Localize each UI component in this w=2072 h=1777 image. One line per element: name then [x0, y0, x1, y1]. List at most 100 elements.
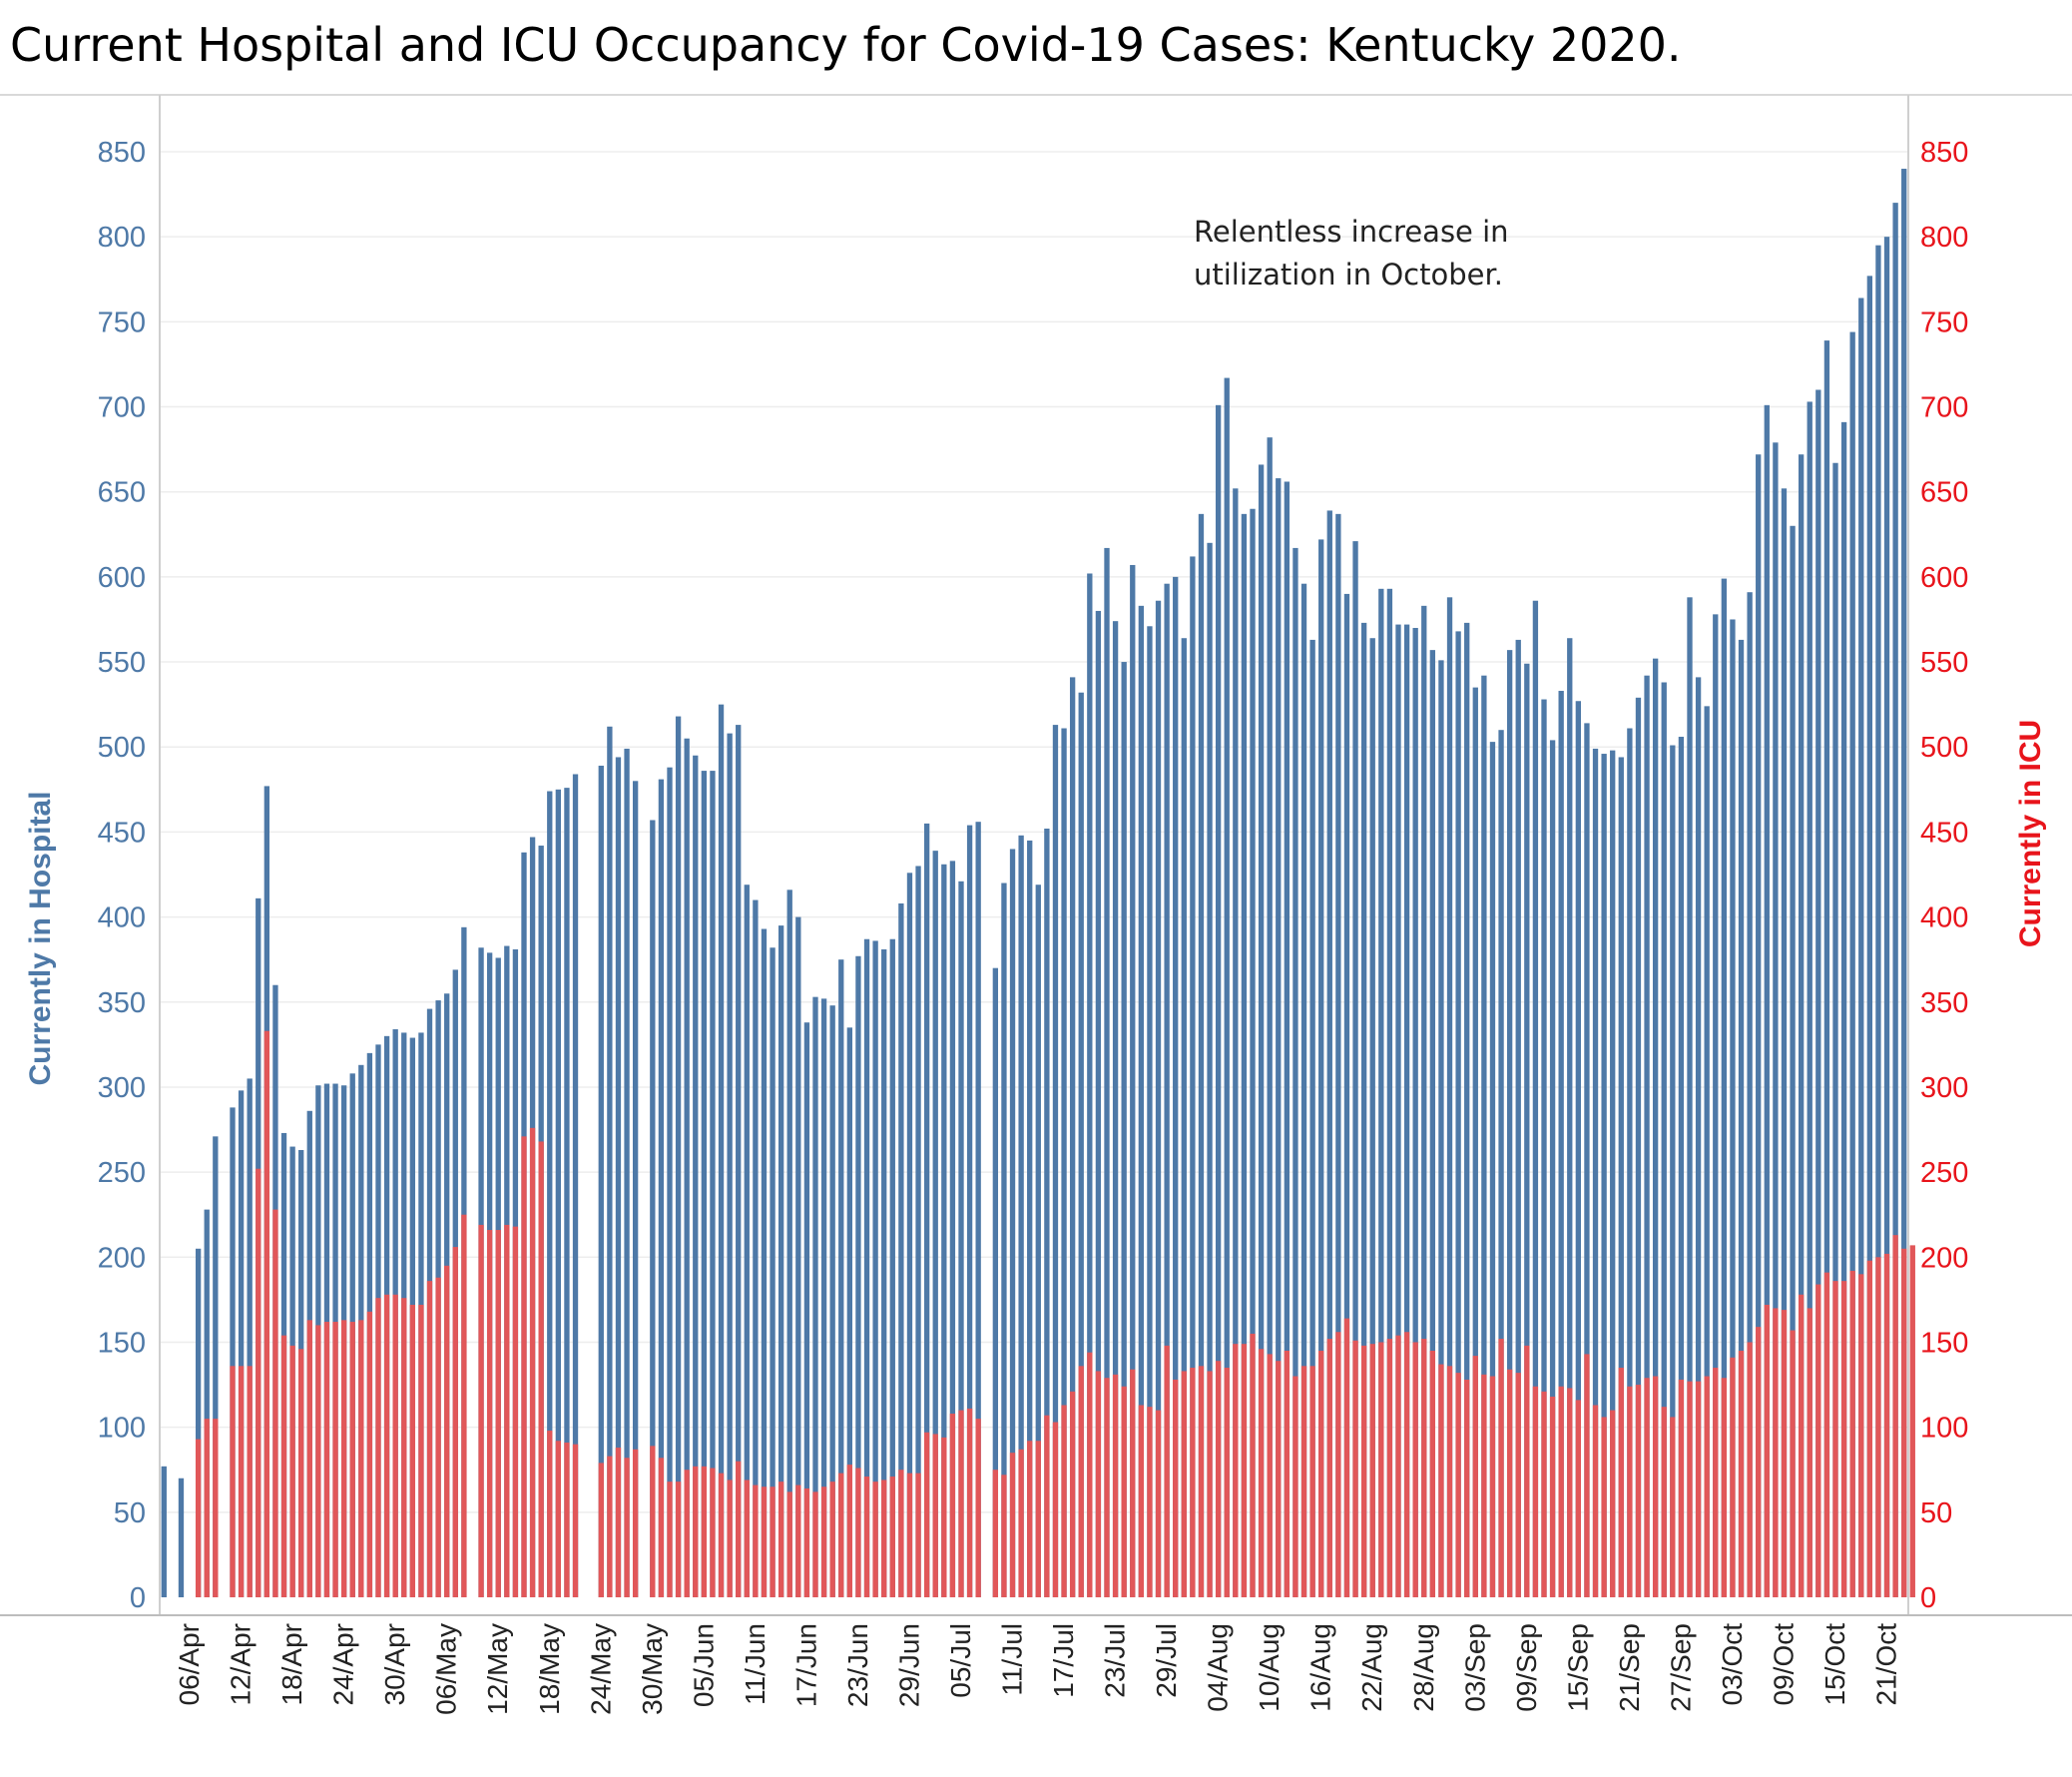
x-tick-label: 23/Jul	[1100, 1623, 1131, 1698]
hospital-bar	[1018, 835, 1024, 1597]
icu-bar	[1300, 1366, 1307, 1597]
y-tick-label-right: 600	[1920, 562, 1968, 594]
hospital-bar	[1369, 638, 1375, 1597]
icu-bar	[1790, 1330, 1796, 1597]
icu-bar	[1095, 1371, 1102, 1597]
icu-bar	[1198, 1366, 1205, 1597]
icu-bar	[1284, 1350, 1291, 1597]
icu-bar	[1258, 1349, 1265, 1597]
icu-bar	[1173, 1379, 1179, 1597]
hospital-bar	[1575, 701, 1582, 1597]
x-tick-label: 09/Sep	[1511, 1623, 1542, 1712]
hospital-bar	[693, 755, 699, 1597]
icu-bar	[572, 1444, 579, 1597]
x-tick-label: 04/Aug	[1203, 1623, 1234, 1712]
hospital-bar	[1541, 699, 1547, 1597]
hospital-bar	[1378, 588, 1384, 1597]
annotation-line-2: utilization in October.	[1194, 258, 1503, 292]
hospital-bar	[1164, 583, 1170, 1597]
hospital-bar	[547, 791, 553, 1597]
hospital-bar	[1190, 556, 1196, 1598]
x-tick-label: 24/May	[585, 1623, 616, 1715]
icu-bar	[1704, 1376, 1710, 1597]
icu-bar	[1635, 1385, 1642, 1597]
icu-bar	[1584, 1354, 1590, 1597]
x-tick-label: 30/Apr	[379, 1623, 410, 1706]
icu-bar	[1190, 1368, 1196, 1597]
icu-bar	[1155, 1410, 1162, 1597]
right-y-ticks: 0 50 100 150 200 250 300 350 400 450 500 550 600 650 7…	[1920, 137, 1968, 1614]
x-tick-label: 17/Jun	[790, 1623, 821, 1707]
icu-bar	[1293, 1376, 1298, 1597]
icu-bar	[1652, 1376, 1659, 1597]
hospital-bar	[598, 765, 604, 1597]
hospital-bar	[1233, 488, 1239, 1597]
hospital-bar	[941, 864, 947, 1597]
hospital-bar	[949, 861, 956, 1597]
hospital-bar	[675, 716, 682, 1597]
icu-bar	[761, 1486, 768, 1597]
icu-bar	[230, 1366, 236, 1597]
y-tick-label-left: 0	[130, 1582, 146, 1614]
icu-bar	[1815, 1284, 1821, 1597]
icu-bar	[195, 1439, 202, 1597]
hospital-bar	[1798, 454, 1805, 1598]
hospital-bar	[898, 902, 904, 1597]
hospital-bar	[161, 1466, 167, 1597]
icu-bar	[204, 1419, 210, 1597]
x-ticks: 06/Apr 12/Apr 18/Apr 24/Apr 30/Apr 06/May 12/M…	[174, 1623, 1901, 1715]
hospital-bar	[753, 899, 759, 1597]
y-tick-label-left: 100	[98, 1413, 146, 1445]
icu-bar	[247, 1366, 253, 1597]
icu-bar	[256, 1168, 261, 1597]
icu-bar	[1532, 1386, 1539, 1597]
icu-bar	[701, 1466, 708, 1597]
y-tick-label-right: 350	[1920, 987, 1968, 1019]
icu-bar	[992, 1470, 999, 1597]
icu-bar	[855, 1468, 861, 1597]
icu-bar	[1687, 1381, 1693, 1597]
icu-bar	[632, 1449, 639, 1597]
y-tick-label-left: 600	[98, 562, 146, 594]
icu-bar	[744, 1480, 750, 1597]
y-tick-label-right: 0	[1920, 1582, 1936, 1614]
icu-bar	[1773, 1308, 1779, 1597]
icu-bar	[770, 1486, 776, 1597]
hospital-bar	[1592, 748, 1599, 1597]
hospital-bar	[1489, 742, 1496, 1597]
y-tick-label-left: 350	[98, 987, 146, 1019]
icu-bar	[375, 1298, 381, 1597]
hospital-bar	[1610, 750, 1616, 1597]
icu-bar	[1481, 1374, 1487, 1597]
icu-bar	[1027, 1441, 1033, 1597]
hospital-bar	[923, 823, 930, 1597]
icu-bar	[1335, 1332, 1341, 1597]
hospital-bar	[1181, 638, 1187, 1597]
icu-bar	[529, 1127, 536, 1597]
icu-bar	[1369, 1344, 1375, 1597]
icu-bar	[1730, 1357, 1736, 1597]
icu-bar	[624, 1458, 630, 1597]
hospital-bar	[1747, 592, 1753, 1597]
icu-bar	[298, 1349, 304, 1597]
y-tick-label-right: 200	[1920, 1242, 1968, 1274]
y-tick-label-left: 250	[98, 1157, 146, 1189]
hospital-bar	[632, 781, 639, 1597]
hospital-bar	[1215, 404, 1222, 1598]
hospital-bar	[1352, 541, 1358, 1597]
x-tick-label: 27/Sep	[1665, 1623, 1696, 1712]
hospital-bar	[1147, 626, 1153, 1597]
left-y-ticks: 0 50 100 150 200 250 300 350 400 450 500 550 600 650 7…	[98, 137, 146, 1614]
hospital-bar	[1618, 757, 1624, 1597]
icu-bar	[272, 1209, 278, 1597]
icu-bar	[1807, 1308, 1813, 1597]
hospital-bar	[872, 940, 878, 1597]
icu-bar	[1644, 1378, 1650, 1597]
x-tick-label: 05/Jun	[688, 1623, 719, 1707]
icu-bar	[829, 1481, 835, 1597]
icu-bar	[1403, 1332, 1410, 1597]
hospital-bar	[1173, 576, 1179, 1597]
y-tick-label-left: 400	[98, 902, 146, 934]
hospital-bar	[710, 771, 716, 1597]
icu-bar	[1489, 1376, 1496, 1597]
